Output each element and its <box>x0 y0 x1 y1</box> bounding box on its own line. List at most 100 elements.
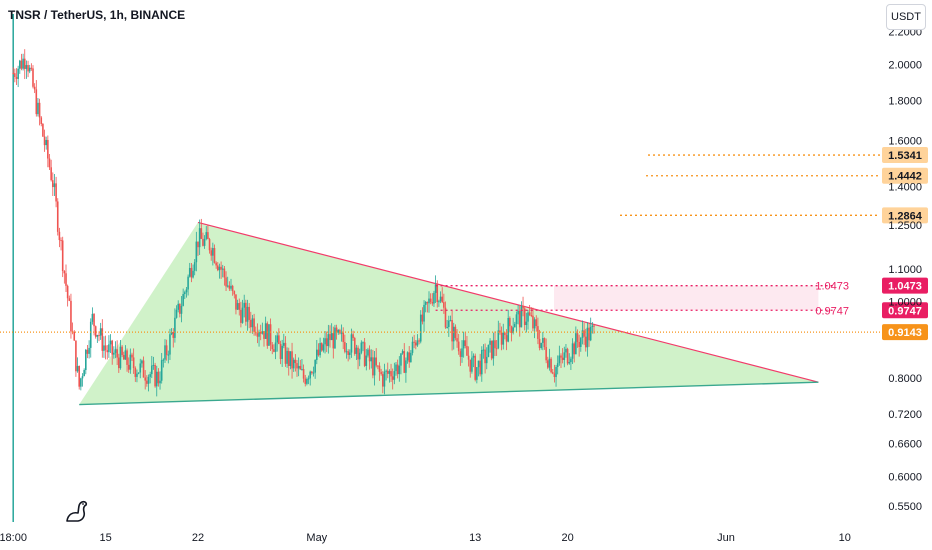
candle-body <box>197 241 199 248</box>
candle-body <box>334 327 336 349</box>
candle-body <box>121 346 123 356</box>
candle-body <box>58 231 61 241</box>
candle-body <box>502 332 505 345</box>
candle-body <box>48 158 51 168</box>
candle-body <box>188 267 191 277</box>
candle-body <box>485 356 488 364</box>
candle-body <box>14 73 16 78</box>
candle-body <box>113 352 115 355</box>
candle-body <box>565 348 567 353</box>
candle-body <box>17 68 19 79</box>
candle-body <box>304 378 307 384</box>
candle-body <box>274 342 277 352</box>
candle-body <box>27 65 29 72</box>
candle-body <box>395 364 397 372</box>
candle-body <box>515 314 518 324</box>
candle-body <box>231 285 234 292</box>
candle-body <box>207 232 209 240</box>
candle-body <box>532 315 534 329</box>
candle-body <box>360 342 363 353</box>
candle-body <box>330 333 333 341</box>
candle-body <box>535 319 538 327</box>
candle-body <box>457 341 460 352</box>
currency-button[interactable]: USDT <box>886 4 926 30</box>
candle-body <box>553 373 556 378</box>
candle-body <box>20 60 23 69</box>
candle-body <box>271 344 274 350</box>
candle-body <box>306 379 308 384</box>
candle-body <box>555 367 557 378</box>
candle-body <box>367 349 369 356</box>
candle-body <box>238 303 241 310</box>
candle-body <box>103 345 105 351</box>
candle-body <box>581 330 584 338</box>
candle-body <box>47 139 49 159</box>
price-axis[interactable]: 2.20002.00001.80001.60001.40001.25001.10… <box>888 27 922 513</box>
lower-trendline[interactable] <box>79 381 819 406</box>
candle-body <box>489 340 491 345</box>
candle-body <box>578 341 580 347</box>
price-tag <box>882 207 928 224</box>
price-tag <box>882 147 928 164</box>
candle-body <box>78 365 80 387</box>
candle-body <box>327 334 330 347</box>
candle-body <box>418 340 420 342</box>
candle-body <box>492 340 495 359</box>
candle-body <box>393 371 396 380</box>
symbol-title: TNSR / TetherUS, 1h, BINANCE <box>8 8 186 22</box>
candle-body <box>292 359 295 369</box>
candle-body <box>253 318 255 332</box>
candle-body <box>509 317 511 327</box>
candle-body <box>296 363 298 369</box>
candle-body <box>213 248 216 263</box>
price-tag <box>882 277 928 294</box>
candle-body <box>561 357 564 360</box>
candle-body <box>419 314 422 342</box>
candle-body <box>70 300 72 332</box>
candle-body <box>165 345 168 355</box>
candle-body <box>358 352 361 360</box>
candle-body <box>512 327 514 333</box>
candle-body <box>566 348 569 364</box>
candle-body <box>525 321 528 326</box>
candle-body <box>182 294 184 306</box>
price-tag <box>882 324 928 341</box>
candle-body <box>320 342 323 351</box>
candle-body <box>522 305 524 309</box>
candle-body <box>452 326 455 342</box>
candle-body <box>518 310 521 328</box>
candle-body <box>311 371 313 374</box>
candle-body <box>190 267 193 278</box>
candle-body <box>571 343 574 359</box>
candle-body <box>405 360 407 373</box>
candle-body <box>324 338 326 345</box>
candle-body <box>83 370 85 377</box>
candle-body <box>423 304 425 322</box>
candle-body <box>588 327 590 341</box>
candle-body <box>131 354 133 358</box>
candle-body <box>382 374 384 387</box>
candle-body <box>461 348 463 357</box>
candle-body <box>233 291 236 295</box>
candle-body <box>378 365 381 372</box>
candle-body <box>586 327 589 348</box>
time-axis[interactable]: 18:00 15 22 May 13 20 Jun 10 <box>0 532 851 544</box>
candle-body <box>149 374 151 377</box>
candle-body <box>132 357 135 369</box>
upper-trendline[interactable] <box>197 221 819 383</box>
candle-body <box>235 294 237 310</box>
candle-body <box>157 371 160 384</box>
price-tag <box>882 167 928 184</box>
candle-body <box>170 331 173 335</box>
candle-body <box>52 180 54 188</box>
price-axis-tick-label: 1.0000 <box>888 297 922 309</box>
candle-body <box>96 335 99 337</box>
candle-body <box>223 268 226 278</box>
candle-body <box>42 123 44 137</box>
candle-body <box>530 315 533 317</box>
candle-body <box>289 351 292 366</box>
candle-body <box>94 326 97 337</box>
candle-body <box>30 67 33 69</box>
candle-body <box>172 331 175 338</box>
